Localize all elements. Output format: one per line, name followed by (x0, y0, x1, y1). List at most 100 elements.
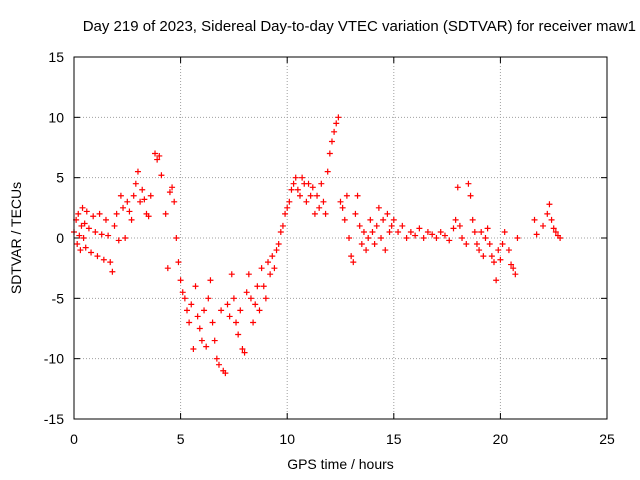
data-point (373, 222, 380, 229)
data-point (201, 307, 208, 314)
data-point (499, 241, 506, 248)
data-point (164, 265, 171, 272)
y-tick-label: 5 (56, 170, 64, 186)
data-point (501, 228, 508, 235)
data-point (459, 235, 466, 241)
data-point (158, 172, 165, 179)
x-tick-label: 0 (70, 431, 78, 447)
data-point (495, 247, 502, 254)
data-point (369, 228, 376, 235)
plot-frame (73, 56, 608, 420)
data-point (77, 247, 84, 254)
data-point (429, 231, 436, 238)
data-point (211, 337, 218, 344)
data-point (166, 189, 173, 196)
data-point (83, 208, 90, 215)
data-point (162, 210, 169, 217)
data-point (126, 208, 133, 215)
data-point (256, 307, 263, 314)
data-point (94, 253, 101, 260)
data-point (388, 222, 395, 229)
data-point (350, 259, 357, 266)
data-point (130, 192, 137, 199)
data-point (226, 313, 233, 320)
data-point (192, 283, 199, 290)
data-point (81, 220, 88, 227)
data-point (265, 259, 272, 266)
x-tick-label: 10 (279, 431, 295, 447)
data-point (550, 225, 557, 232)
data-point (188, 301, 195, 308)
data-point (205, 295, 212, 302)
data-point (137, 198, 144, 205)
data-point (533, 231, 540, 238)
data-point (80, 235, 87, 241)
data-point (82, 244, 89, 251)
data-point (486, 241, 493, 248)
data-point (354, 192, 361, 199)
data-point (173, 235, 180, 241)
data-point (552, 228, 559, 235)
data-point (224, 301, 231, 308)
data-point (296, 192, 303, 199)
data-point (548, 216, 555, 223)
data-point (307, 192, 314, 199)
data-point (102, 216, 109, 223)
data-point (488, 253, 495, 260)
data-point (452, 216, 459, 223)
data-point (497, 256, 504, 263)
data-point (262, 295, 269, 302)
data-point (514, 235, 521, 241)
data-point (239, 346, 246, 353)
axis-ticks: 0 5 10 15 20 25 -15 -10 -5 0 5 10 15 (44, 49, 615, 447)
data-point (196, 325, 203, 332)
data-point (175, 259, 182, 266)
data-point (90, 213, 97, 220)
data-point (96, 210, 103, 217)
data-point (277, 228, 284, 235)
data-point (456, 222, 463, 229)
data-point (322, 210, 329, 217)
data-point (209, 319, 216, 326)
data-point (267, 271, 274, 278)
data-point (156, 152, 163, 159)
data-point (386, 228, 393, 235)
data-point (343, 192, 350, 199)
data-point (316, 204, 323, 211)
data-point (331, 128, 338, 135)
data-point (117, 192, 124, 199)
data-point (228, 271, 235, 278)
data-point (134, 168, 141, 175)
data-point (318, 180, 325, 187)
data-point (346, 235, 353, 241)
data-point (233, 319, 240, 326)
data-point (78, 222, 85, 229)
data-point (378, 235, 385, 241)
y-tick-label: -5 (52, 290, 65, 306)
data-point (303, 198, 310, 205)
data-point (416, 225, 423, 232)
data-point (154, 156, 161, 163)
data-point (105, 232, 112, 239)
data-point (399, 222, 406, 229)
data-point (147, 192, 154, 199)
data-point (484, 225, 491, 232)
data-point (367, 216, 374, 223)
data-point (540, 222, 547, 229)
data-point (179, 289, 186, 296)
data-point (437, 228, 444, 235)
data-point (420, 235, 427, 241)
data-point (467, 192, 474, 199)
data-point (241, 349, 248, 356)
data-point (215, 361, 222, 368)
y-tick-label: -10 (44, 351, 64, 367)
data-point (473, 241, 480, 248)
data-point (326, 150, 333, 157)
data-point (218, 307, 225, 314)
data-point (181, 295, 188, 302)
data-point (273, 247, 280, 254)
data-point (124, 198, 131, 205)
data-point (271, 265, 278, 272)
data-point (109, 268, 116, 275)
data-point (375, 204, 382, 211)
